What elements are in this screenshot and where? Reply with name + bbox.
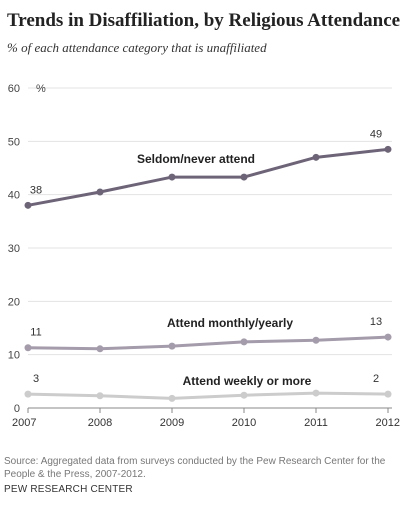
x-tick-label: 2009: [160, 417, 184, 429]
y-tick-label: 10: [8, 350, 20, 362]
y-tick-label: 20: [8, 296, 20, 308]
data-point: [24, 390, 32, 398]
y-tick-label: 30: [8, 243, 20, 255]
organization-credit: PEW RESEARCH CENTER: [4, 484, 133, 495]
y-tick-label: 40: [8, 190, 20, 202]
y-tick-label: 60: [8, 83, 20, 95]
x-tick-label: 2008: [88, 417, 112, 429]
x-tick-label: 2010: [232, 417, 256, 429]
data-label: 13: [370, 316, 382, 328]
data-point: [168, 394, 176, 402]
series-line: [27, 391, 389, 400]
data-point: [312, 389, 320, 397]
data-point: [24, 344, 32, 352]
data-point: [24, 201, 32, 209]
data-point: [168, 342, 176, 350]
data-point: [384, 145, 392, 153]
data-point: [168, 173, 176, 181]
series-label: Seldom/never attend: [137, 152, 255, 166]
data-point: [240, 391, 248, 399]
y-unit-label: %: [36, 83, 46, 95]
chart-title: Trends in Disaffiliation, by Religious A…: [7, 10, 401, 31]
y-tick-label: 0: [14, 403, 20, 415]
chart-subtitle: % of each attendance category that is un…: [7, 40, 267, 55]
data-label: 11: [30, 327, 41, 339]
source-note: Source: Aggregated data from surveys con…: [4, 456, 386, 480]
data-point: [96, 392, 104, 400]
series-line: [27, 147, 389, 207]
data-point: [240, 173, 248, 181]
data-label: 2: [373, 373, 379, 385]
x-tick-label: 2007: [12, 417, 36, 429]
data-point: [240, 338, 248, 346]
data-point: [312, 153, 320, 161]
x-tick-label: 2012: [376, 417, 400, 429]
data-point: [312, 336, 320, 344]
data-label: 38: [30, 184, 42, 196]
x-tick-label: 2011: [304, 417, 328, 429]
data-point: [384, 390, 392, 398]
series-label: Attend monthly/yearly: [167, 316, 293, 330]
series-label: Attend weekly or more: [183, 374, 312, 388]
data-label: 49: [370, 128, 382, 140]
data-point: [96, 188, 104, 196]
y-tick-label: 50: [8, 136, 20, 148]
line-chart: 0 10 20 30 40 50 60 % 2007 2008 2009 2010 2011 2012 38…: [8, 83, 400, 429]
data-point: [96, 345, 104, 353]
data-label: 3: [33, 373, 39, 385]
series-line: [27, 335, 389, 351]
data-point: [384, 333, 392, 341]
